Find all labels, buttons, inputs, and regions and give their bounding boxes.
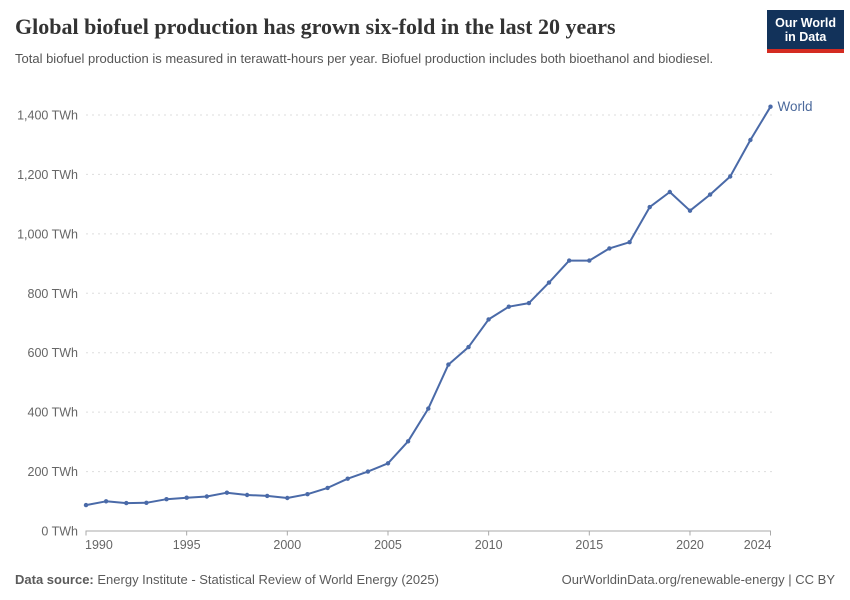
chart-footer: Data source: Energy Institute - Statisti… (15, 572, 835, 587)
svg-text:0 TWh: 0 TWh (41, 525, 78, 539)
svg-text:1995: 1995 (173, 538, 201, 552)
data-source-text: Energy Institute - Statistical Review of… (97, 572, 439, 587)
chart-subtitle: Total biofuel production is measured in … (15, 51, 714, 66)
y-gridlines (86, 114, 772, 473)
data-source-note: Data source: Energy Institute - Statisti… (15, 572, 439, 587)
svg-text:1990: 1990 (85, 538, 113, 552)
svg-text:600 TWh: 600 TWh (28, 346, 79, 360)
data-source-label: Data source: (15, 572, 94, 587)
svg-text:200 TWh: 200 TWh (28, 465, 79, 479)
svg-text:2010: 2010 (475, 538, 503, 552)
svg-text:2005: 2005 (374, 538, 402, 552)
svg-text:1,400 TWh: 1,400 TWh (17, 109, 78, 123)
x-axis-labels: 1990 1995 2000 2005 2010 2015 2020 2024 (85, 538, 772, 552)
y-axis-labels: 0 TWh 200 TWh 400 TWh 600 TWh 800 TWh 1,000 T… (17, 109, 78, 539)
svg-text:2015: 2015 (575, 538, 603, 552)
page-title: Global biofuel production has grown six-… (15, 14, 616, 39)
svg-text:2000: 2000 (273, 538, 301, 552)
svg-text:1,000 TWh: 1,000 TWh (17, 227, 78, 241)
x-axis (85, 530, 771, 536)
svg-text:400 TWh: 400 TWh (28, 406, 79, 420)
world-series-markers (83, 104, 773, 508)
owid-logo-line2: in Data (784, 30, 827, 44)
svg-text:2020: 2020 (676, 538, 704, 552)
license-note: OurWorldinData.org/renewable-energy | CC… (561, 572, 835, 587)
svg-text:2024: 2024 (744, 538, 772, 552)
owid-logo-line1: Our World (775, 16, 836, 30)
world-series-line (85, 106, 772, 507)
svg-text:800 TWh: 800 TWh (28, 287, 79, 301)
owid-logo: Our World in Data (767, 10, 844, 53)
svg-text:1,200 TWh: 1,200 TWh (17, 168, 78, 182)
world-series-label: World (778, 99, 813, 114)
